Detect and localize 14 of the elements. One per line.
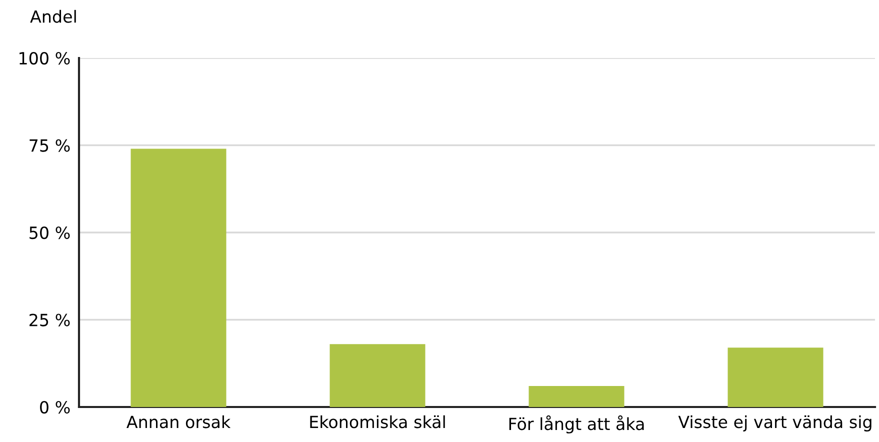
x-tick-label: Ekonomiska skäl: [310, 415, 445, 428]
y-tick-label: 0 %: [40, 400, 70, 414]
bar: [528, 386, 624, 407]
y-tick-label: 100 %: [20, 52, 70, 65]
bar: [728, 348, 824, 407]
y-axis-title: Andel: [30, 10, 76, 23]
bar: [130, 148, 226, 407]
y-tick-label: 75 %: [30, 139, 70, 152]
bar: [330, 344, 426, 407]
x-tick-label: För långt att åka: [509, 415, 644, 434]
x-tick-label: Visste ej vart vända sig: [678, 415, 872, 432]
y-tick-label: 50 %: [30, 226, 70, 240]
y-tick-label: 25 %: [30, 314, 70, 326]
x-tick-label: Annan orsak: [126, 415, 231, 428]
